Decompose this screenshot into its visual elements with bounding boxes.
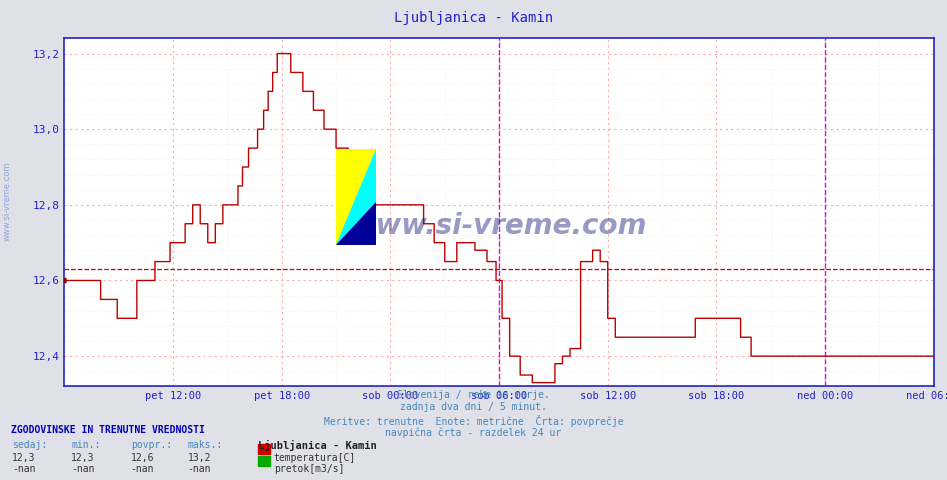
Text: povpr.:: povpr.: (131, 440, 171, 450)
Text: navpična črta - razdelek 24 ur: navpična črta - razdelek 24 ur (385, 427, 562, 438)
Text: 13,2: 13,2 (188, 453, 211, 463)
Text: maks.:: maks.: (188, 440, 223, 450)
Text: 12,6: 12,6 (131, 453, 154, 463)
Text: min.:: min.: (71, 440, 100, 450)
Text: Ljubljanica - Kamin: Ljubljanica - Kamin (258, 440, 376, 451)
Text: -nan: -nan (71, 464, 95, 474)
Text: 12,3: 12,3 (71, 453, 95, 463)
Text: www.si-vreme.com: www.si-vreme.com (350, 212, 648, 240)
Polygon shape (336, 149, 376, 245)
Text: Ljubljanica - Kamin: Ljubljanica - Kamin (394, 11, 553, 24)
Text: www.si-vreme.com: www.si-vreme.com (3, 162, 12, 241)
Text: pretok[m3/s]: pretok[m3/s] (274, 464, 344, 474)
Text: Meritve: trenutne  Enote: metrične  Črta: povprečje: Meritve: trenutne Enote: metrične Črta: … (324, 415, 623, 427)
Text: zadnja dva dni / 5 minut.: zadnja dva dni / 5 minut. (400, 402, 547, 412)
Text: 12,3: 12,3 (12, 453, 36, 463)
Text: -nan: -nan (131, 464, 154, 474)
Text: ZGODOVINSKE IN TRENUTNE VREDNOSTI: ZGODOVINSKE IN TRENUTNE VREDNOSTI (11, 425, 205, 435)
Text: sedaj:: sedaj: (12, 440, 47, 450)
Text: -nan: -nan (188, 464, 211, 474)
Text: -nan: -nan (12, 464, 36, 474)
Text: temperatura[C]: temperatura[C] (274, 453, 356, 463)
Text: Slovenija / reke in morje.: Slovenija / reke in morje. (397, 390, 550, 400)
Polygon shape (336, 202, 376, 245)
Polygon shape (336, 149, 376, 245)
